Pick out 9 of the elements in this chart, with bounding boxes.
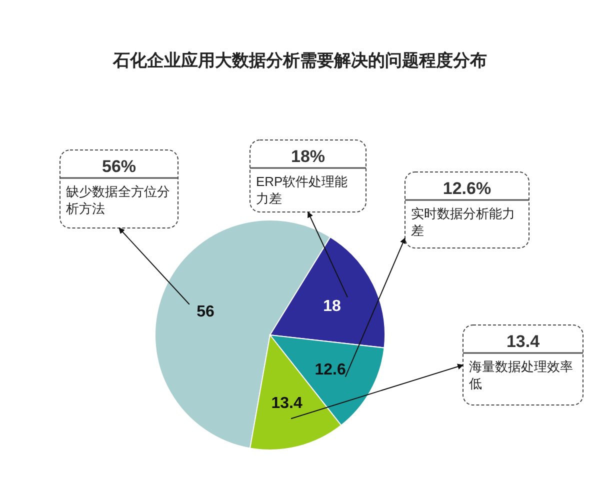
slice-label: 实时数据分析能力差 <box>411 206 515 238</box>
data-label: 12.6 <box>314 362 346 379</box>
slice-label: ERP软件处理能力差 <box>256 174 348 206</box>
data-label: 56 <box>196 304 214 320</box>
slice-label: 海量数据处理效率低 <box>469 359 573 391</box>
slice-label: 缺少数据全方位分析方法 <box>65 184 170 216</box>
data-label: 18 <box>323 298 342 315</box>
data-label: 13.4 <box>271 394 303 412</box>
chart-title: 石化企业应用大数据分析需要解决的问题程度分布 <box>112 51 487 70</box>
